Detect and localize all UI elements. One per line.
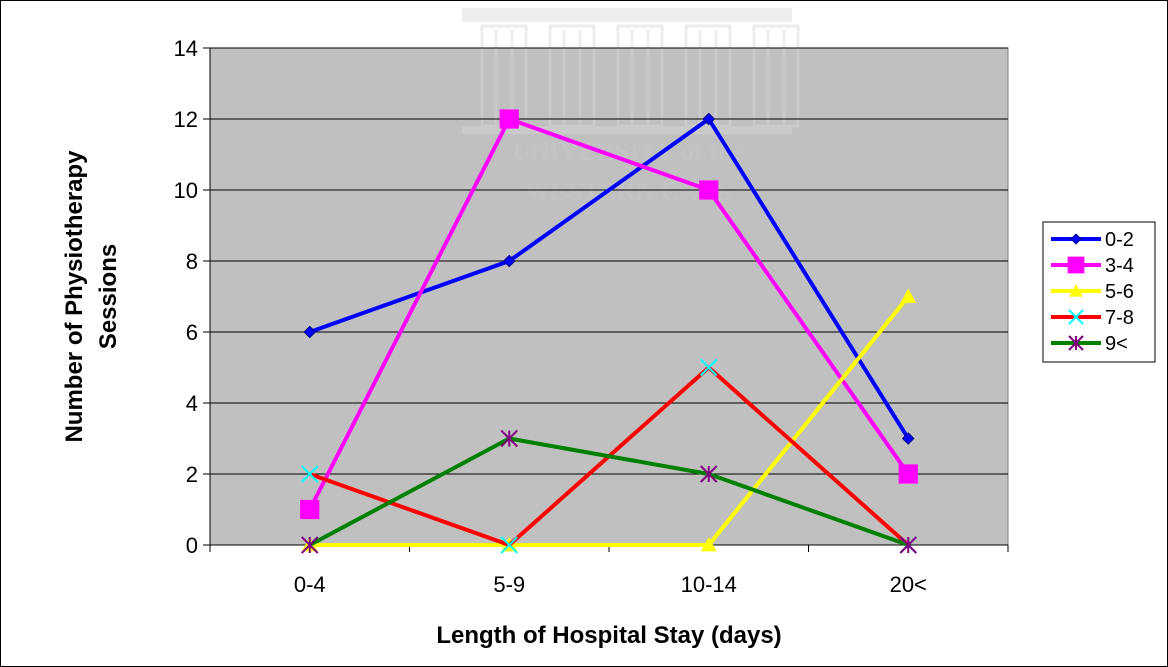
x-marker: [1068, 309, 1084, 325]
x-tick-label: 0-4: [294, 572, 326, 597]
star-marker: [301, 536, 319, 554]
diamond-marker: [303, 325, 317, 339]
y-tick-label: 6: [186, 320, 198, 345]
series-3-4: [300, 109, 918, 520]
legend-item: 3-4: [1051, 255, 1134, 277]
star-marker: [899, 536, 917, 554]
x-axis-ticks: 0-4 5-9 10-14 20<: [209, 545, 1009, 597]
y-axis-title: Number of Physiotherapy Sessions: [61, 150, 122, 443]
diamond-marker: [1070, 233, 1082, 245]
y-axis-title-line2: Sessions: [95, 244, 122, 349]
y-axis-ticks: 0 2 4 6 8 10 12 14: [174, 36, 210, 558]
triangle-marker: [900, 288, 917, 303]
y-tick-label: 14: [174, 36, 198, 61]
y-tick-label: 8: [186, 249, 198, 274]
legend-label: 9<: [1105, 333, 1128, 355]
watermark-roof: [462, 8, 792, 22]
legend-item: 9<: [1051, 333, 1128, 355]
series-layer: [300, 109, 918, 554]
x-marker-stroke: [700, 358, 718, 377]
watermark-arch: [684, 24, 732, 128]
x-marker: [301, 465, 319, 483]
x-marker: [500, 536, 518, 554]
x-marker-stroke: [500, 536, 518, 554]
square-marker: [699, 180, 719, 200]
y-tick-label: 4: [186, 391, 198, 416]
legend-item: 0-2: [1051, 229, 1134, 251]
square-marker: [300, 499, 320, 520]
series-0-2: [303, 112, 915, 445]
legend-label: 3-4: [1105, 255, 1134, 277]
y-tick-label: 0: [186, 533, 198, 558]
square-marker: [898, 464, 918, 484]
y-tick-label: 10: [174, 178, 198, 203]
triangle-marker: [1069, 284, 1083, 297]
x-marker-stroke: [301, 465, 319, 483]
watermark-arch: [752, 24, 800, 128]
building-watermark-icon: [462, 8, 800, 134]
watermark-text-line2: WESTERN CAPE: [524, 177, 731, 206]
legend-item: 7-8: [1051, 307, 1134, 329]
watermark-arch: [616, 24, 664, 128]
series-line: [309, 117, 910, 440]
x-marker: [700, 358, 718, 377]
diamond-marker: [502, 254, 516, 268]
legend-item: 5-6: [1051, 281, 1134, 303]
star-marker: [1068, 335, 1084, 351]
diamond-marker: [901, 432, 915, 445]
series-line: [307, 117, 910, 511]
watermark-arch: [548, 24, 596, 128]
x-marker-stroke: [1068, 309, 1084, 325]
legend-label: 0-2: [1105, 229, 1134, 251]
x-tick-label: 10-14: [681, 572, 737, 597]
series-line: [309, 295, 910, 547]
triangle-marker: [700, 537, 717, 552]
legend: 0-2 3-4 5-6 7-8 9<: [1042, 221, 1156, 363]
legend-label: 7-8: [1105, 307, 1134, 329]
series-9<: [301, 429, 917, 554]
watermark-base: [462, 126, 792, 134]
square-marker: [1067, 256, 1085, 274]
legend-label: 5-6: [1105, 281, 1134, 303]
y-tick-label: 12: [174, 107, 198, 132]
plot-area: [209, 47, 1009, 546]
square-marker: [499, 109, 519, 129]
diamond-marker: [702, 112, 716, 126]
y-tick-label: 2: [186, 462, 198, 487]
series-line: [308, 436, 909, 547]
star-marker: [700, 465, 718, 483]
star-marker: [500, 429, 518, 448]
y-axis-title-line1: Number of Physiotherapy: [61, 150, 88, 443]
x-axis-title: Length of Hospital Stay (days): [436, 622, 781, 649]
university-watermark: UNIVERSITY of the WESTERN CAPE: [462, 8, 800, 206]
x-tick-label: 5-9: [493, 572, 525, 597]
x-tick-label: 20<: [890, 572, 927, 597]
